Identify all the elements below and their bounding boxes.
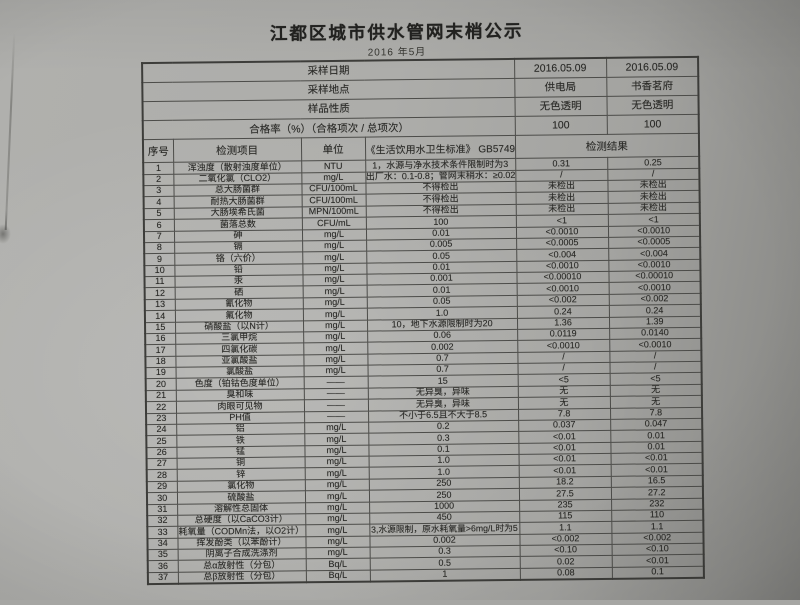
row-no: 13 xyxy=(144,299,175,311)
unit: mg/L xyxy=(304,421,369,435)
row-no: 26 xyxy=(146,446,177,459)
unit: mg/L xyxy=(304,444,369,457)
col-header-standard: 《生活饮用水卫生标准》 GB5749 xyxy=(364,135,516,161)
unit: mg/L xyxy=(302,239,367,253)
unit: mg/L xyxy=(304,467,369,480)
unit: mg/L xyxy=(302,251,367,264)
row-no: 19 xyxy=(145,367,176,379)
row-no: 8 xyxy=(144,242,175,254)
unit: mg/L xyxy=(301,228,367,241)
unit: NTU xyxy=(301,160,366,173)
unit: mg/L xyxy=(303,330,368,344)
unit: mg/L xyxy=(303,353,368,366)
unit: mg/L xyxy=(302,296,367,309)
row-no: 33 xyxy=(147,526,178,539)
unit: —— xyxy=(303,387,368,400)
meta-value-2: 2016.05.09 xyxy=(606,56,699,78)
row-no: 14 xyxy=(144,310,176,323)
unit: mg/L xyxy=(301,171,366,184)
unit: CFU/100mL xyxy=(301,183,366,196)
row-no: 27 xyxy=(146,458,177,470)
unit: CFU/mL xyxy=(301,217,366,230)
unit: MPN/100mL xyxy=(301,205,366,218)
unit: —— xyxy=(303,376,368,389)
row-no: 29 xyxy=(146,481,177,493)
row-no: 4 xyxy=(143,196,174,209)
unit: mg/L xyxy=(305,524,370,537)
row-no: 3 xyxy=(143,185,174,198)
meta-value-2: 无色透明 xyxy=(606,95,699,116)
row-no: 5 xyxy=(143,208,174,220)
result-2: 0.1 xyxy=(611,566,704,579)
row-no: 2 xyxy=(143,173,174,186)
col-header-result: 检测结果 xyxy=(514,133,700,159)
water-quality-table: 采样日期 2016.05.09 2016.05.09 采样地点 供电局 书香茗府 样品性质无… xyxy=(141,55,705,585)
row-no: 24 xyxy=(146,424,177,436)
row-no: 21 xyxy=(145,390,176,402)
unit: mg/L xyxy=(304,433,369,446)
row-no: 25 xyxy=(146,435,177,448)
paper-smudge xyxy=(0,224,11,244)
unit: mg/L xyxy=(303,342,368,355)
unit: Bq/L xyxy=(305,558,370,571)
row-no: 15 xyxy=(145,321,176,334)
unit: mg/L xyxy=(304,478,369,491)
unit: mg/L xyxy=(305,547,370,560)
row-no: 23 xyxy=(146,412,177,425)
row-no: 37 xyxy=(147,572,178,584)
unit: mg/L xyxy=(304,456,369,469)
row-no: 7 xyxy=(143,230,175,243)
row-no: 34 xyxy=(147,537,178,550)
row-no: 12 xyxy=(144,287,175,300)
unit: mg/L xyxy=(305,535,370,548)
row-no: 35 xyxy=(147,549,178,561)
standard: 1 xyxy=(369,568,520,582)
row-no: 9 xyxy=(144,253,175,266)
col-header-item: 检测项目 xyxy=(172,138,302,163)
unit: mg/L xyxy=(302,319,368,332)
unit: mg/L xyxy=(302,308,367,321)
unit: mg/L xyxy=(302,262,367,275)
row-no: 6 xyxy=(143,219,174,232)
unit: mg/L xyxy=(305,512,370,526)
result-1: 0.08 xyxy=(519,567,612,580)
row-no: 28 xyxy=(146,469,177,482)
unit: —— xyxy=(304,410,369,423)
meta-value-2: 100 xyxy=(606,114,699,135)
row-no: 22 xyxy=(145,401,177,414)
unit: mg/L xyxy=(305,501,370,514)
row-no: 11 xyxy=(144,276,175,288)
unit: mg/L xyxy=(302,274,367,287)
col-header-seq: 序号 xyxy=(142,139,174,163)
unit: mg/L xyxy=(302,285,367,298)
unit: mg/L xyxy=(304,490,370,503)
unit: mg/L xyxy=(303,365,368,378)
row-no: 31 xyxy=(147,503,178,516)
table-data-section: 1 浑浊度（散射浊度单位） NTU 1，水源与净水技术条件限制时为3 0.31 0.25 2… xyxy=(143,156,704,584)
table-meta-section: 采样日期 2016.05.09 2016.05.09 采样地点 供电局 书香茗府 样品性质无… xyxy=(142,56,699,140)
row-no: 32 xyxy=(147,515,178,527)
meta-value-1: 2016.05.09 xyxy=(514,57,607,79)
meta-value-2: 书香茗府 xyxy=(606,76,699,97)
col-header-unit: 单位 xyxy=(300,137,366,162)
unit: CFU/100mL xyxy=(301,194,366,207)
unit: Bq/L xyxy=(305,569,370,582)
row-no: 10 xyxy=(144,264,175,277)
row-no: 18 xyxy=(145,355,176,368)
meta-value-1: 100 xyxy=(514,115,607,136)
unit: —— xyxy=(303,399,369,412)
row-no: 1 xyxy=(143,162,174,175)
item-name: 总β放射性（分包） xyxy=(177,570,306,584)
row-no: 20 xyxy=(145,378,176,391)
meta-value-1: 供电局 xyxy=(514,77,607,98)
row-no: 36 xyxy=(147,560,178,573)
row-no: 17 xyxy=(145,344,176,357)
row-no: 16 xyxy=(145,333,176,345)
row-no: 30 xyxy=(146,492,178,505)
meta-value-1: 无色透明 xyxy=(514,96,607,117)
